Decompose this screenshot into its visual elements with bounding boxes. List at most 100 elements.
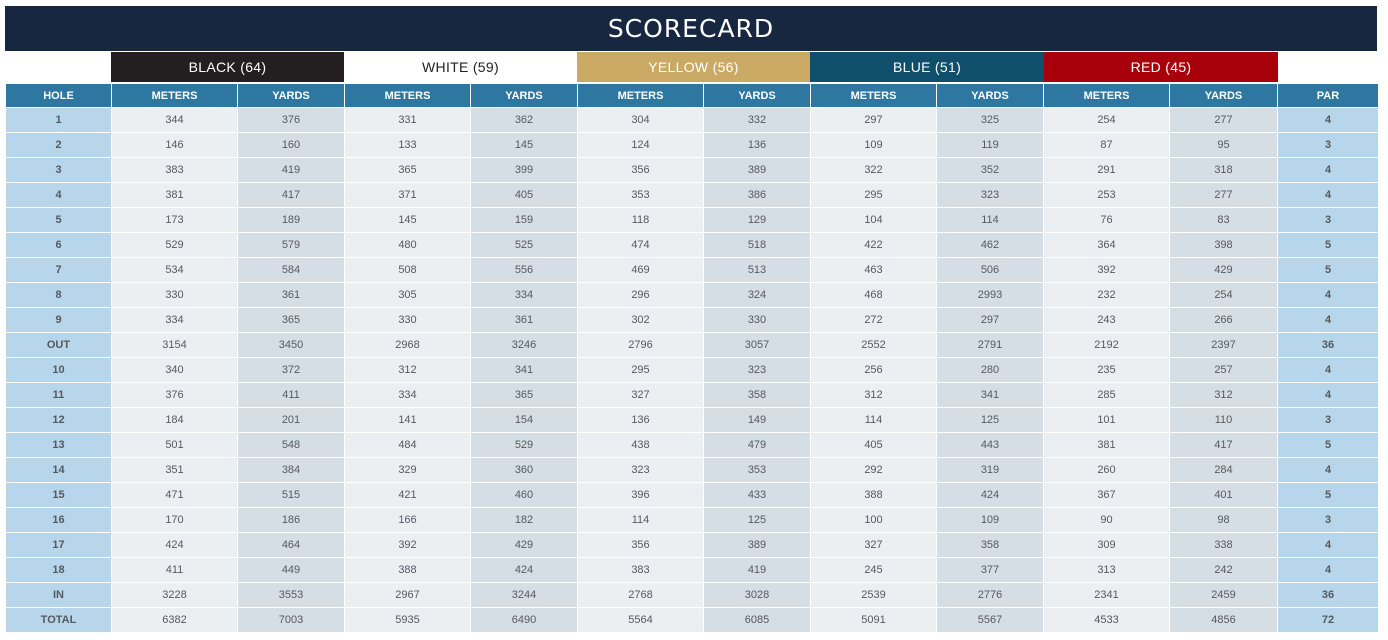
hole-cell: 13 [5,432,112,458]
yellow-yards-cell: 386 [703,182,811,208]
table-row: IN 3228 3553 2967 3244 2768 3028 2539 2776 2341 24… [5,582,1379,608]
blue-yards-cell: 297 [936,307,1044,333]
black-meters-cell: 376 [111,382,238,408]
white-meters-cell: 508 [344,257,471,283]
black-yards-cell: 384 [237,457,345,483]
red-yards-cell: 257 [1169,357,1278,383]
red-meters-cell: 364 [1043,232,1170,258]
yellow-meters-cell: 124 [577,132,704,158]
white-meters-cell: 2967 [344,582,471,608]
yellow-yards-cell: 358 [703,382,811,408]
yellow-meters-cell: 356 [577,157,704,183]
column-header-row: HOLE METERS YARDS METERS YARDS METERS YA… [5,83,1379,108]
yellow-yards-cell: 136 [703,132,811,158]
white-yards-cell: 460 [470,482,578,508]
yellow-meters-cell: 2768 [577,582,704,608]
white-meters-cell: 480 [344,232,471,258]
black-yards-cell: 7003 [237,607,345,633]
tee-yellow-label: YELLOW (56) [577,52,810,82]
red-yards-cell: 277 [1169,182,1278,208]
yellow-meters-cell: 136 [577,407,704,433]
hole-cell: 10 [5,357,112,383]
hole-cell: 18 [5,557,112,583]
white-yards-cell: 529 [470,432,578,458]
white-meters-cell: 484 [344,432,471,458]
white-yards-cell: 3244 [470,582,578,608]
black-yards-header: YARDS [237,83,345,108]
white-yards-cell: 362 [470,107,578,133]
black-yards-cell: 464 [237,532,345,558]
black-yards-cell: 160 [237,132,345,158]
black-meters-cell: 173 [111,207,238,233]
table-row: 14 351 384 329 360 323 353 292 319 260 284 4 [5,457,1379,483]
scorecard-body: 1 344 376 331 362 304 332 297 325 254 277 4 2 146 160 1… [5,107,1379,633]
red-yards-cell: 110 [1169,407,1278,433]
red-yards-cell: 98 [1169,507,1278,533]
red-meters-cell: 313 [1043,557,1170,583]
black-meters-cell: 534 [111,257,238,283]
hole-cell: 14 [5,457,112,483]
table-row: 6 529 579 480 525 474 518 422 462 364 398 5 [5,232,1379,258]
black-meters-cell: 146 [111,132,238,158]
table-row: 9 334 365 330 361 302 330 272 297 243 266 4 [5,307,1379,333]
tee-white-label: WHITE (59) [344,52,577,82]
red-yards-cell: 401 [1169,482,1278,508]
yellow-yards-cell: 389 [703,157,811,183]
blue-meters-cell: 322 [810,157,937,183]
blue-yards-cell: 506 [936,257,1044,283]
blue-meters-cell: 297 [810,107,937,133]
blue-yards-cell: 319 [936,457,1044,483]
table-row: 8 330 361 305 334 296 324 468 2993 232 254 4 [5,282,1379,308]
table-row: 1 344 376 331 362 304 332 297 325 254 277 4 [5,107,1379,133]
red-meters-cell: 2192 [1043,332,1170,358]
table-row: 17 424 464 392 429 356 389 327 358 309 338 4 [5,532,1379,558]
par-cell: 3 [1277,407,1379,433]
hole-cell: 9 [5,307,112,333]
white-yards-cell: 525 [470,232,578,258]
black-yards-cell: 411 [237,382,345,408]
red-meters-cell: 291 [1043,157,1170,183]
black-yards-cell: 419 [237,157,345,183]
yellow-yards-cell: 353 [703,457,811,483]
white-yards-cell: 405 [470,182,578,208]
black-yards-cell: 365 [237,307,345,333]
blue-yards-cell: 2791 [936,332,1044,358]
blue-yards-cell: 2993 [936,282,1044,308]
white-meters-cell: 145 [344,207,471,233]
red-meters-cell: 243 [1043,307,1170,333]
par-cell: 4 [1277,182,1379,208]
black-meters-cell: 340 [111,357,238,383]
blue-meters-cell: 2552 [810,332,937,358]
black-yards-cell: 372 [237,357,345,383]
par-cell: 3 [1277,507,1379,533]
white-meters-cell: 133 [344,132,471,158]
par-cell: 3 [1277,207,1379,233]
par-cell: 4 [1277,282,1379,308]
par-cell: 4 [1277,557,1379,583]
blue-yards-cell: 358 [936,532,1044,558]
black-yards-cell: 186 [237,507,345,533]
red-meters-cell: 90 [1043,507,1170,533]
black-meters-cell: 330 [111,282,238,308]
red-meters-cell: 392 [1043,257,1170,283]
blue-yards-cell: 352 [936,157,1044,183]
black-meters-cell: 184 [111,407,238,433]
yellow-meters-cell: 302 [577,307,704,333]
red-yards-cell: 266 [1169,307,1278,333]
blue-yards-cell: 377 [936,557,1044,583]
red-yards-cell: 284 [1169,457,1278,483]
table-row: 7 534 584 508 556 469 513 463 506 392 429 5 [5,257,1379,283]
hole-cell: 11 [5,382,112,408]
white-meters-cell: 371 [344,182,471,208]
red-meters-cell: 309 [1043,532,1170,558]
white-yards-cell: 360 [470,457,578,483]
blue-yards-cell: 341 [936,382,1044,408]
red-meters-cell: 101 [1043,407,1170,433]
black-meters-cell: 3154 [111,332,238,358]
black-yards-cell: 515 [237,482,345,508]
blue-meters-cell: 114 [810,407,937,433]
par-cell: 4 [1277,157,1379,183]
hole-cell: 2 [5,132,112,158]
blue-yards-cell: 280 [936,357,1044,383]
blue-meters-cell: 272 [810,307,937,333]
